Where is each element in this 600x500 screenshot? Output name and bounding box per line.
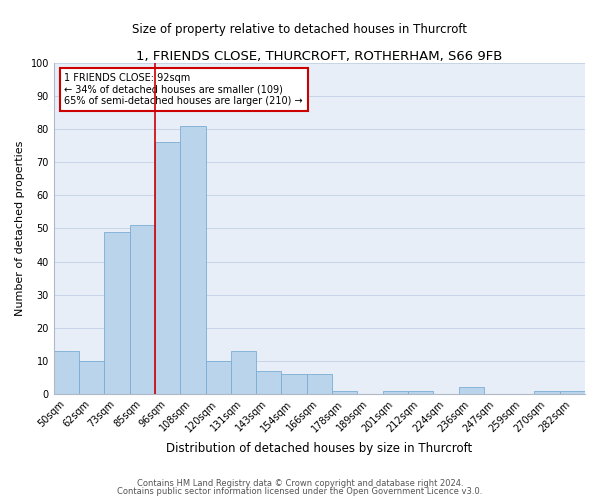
Bar xyxy=(54,351,79,394)
Text: Size of property relative to detached houses in Thurcroft: Size of property relative to detached ho… xyxy=(133,22,467,36)
Bar xyxy=(332,390,358,394)
Bar xyxy=(383,390,408,394)
Bar xyxy=(155,142,180,394)
Bar xyxy=(281,374,307,394)
Text: 1 FRIENDS CLOSE: 92sqm
← 34% of detached houses are smaller (109)
65% of semi-de: 1 FRIENDS CLOSE: 92sqm ← 34% of detached… xyxy=(64,73,303,106)
Bar xyxy=(79,361,104,394)
Bar xyxy=(231,351,256,394)
Bar xyxy=(104,232,130,394)
Bar xyxy=(256,370,281,394)
Bar xyxy=(458,388,484,394)
Text: Contains HM Land Registry data © Crown copyright and database right 2024.: Contains HM Land Registry data © Crown c… xyxy=(137,478,463,488)
Bar xyxy=(560,390,585,394)
Title: 1, FRIENDS CLOSE, THURCROFT, ROTHERHAM, S66 9FB: 1, FRIENDS CLOSE, THURCROFT, ROTHERHAM, … xyxy=(136,50,503,63)
Text: Contains public sector information licensed under the Open Government Licence v3: Contains public sector information licen… xyxy=(118,487,482,496)
Bar xyxy=(206,361,231,394)
Bar xyxy=(408,390,433,394)
Y-axis label: Number of detached properties: Number of detached properties xyxy=(15,141,25,316)
Bar xyxy=(307,374,332,394)
Bar xyxy=(130,225,155,394)
X-axis label: Distribution of detached houses by size in Thurcroft: Distribution of detached houses by size … xyxy=(166,442,473,455)
Bar xyxy=(180,126,206,394)
Bar xyxy=(535,390,560,394)
